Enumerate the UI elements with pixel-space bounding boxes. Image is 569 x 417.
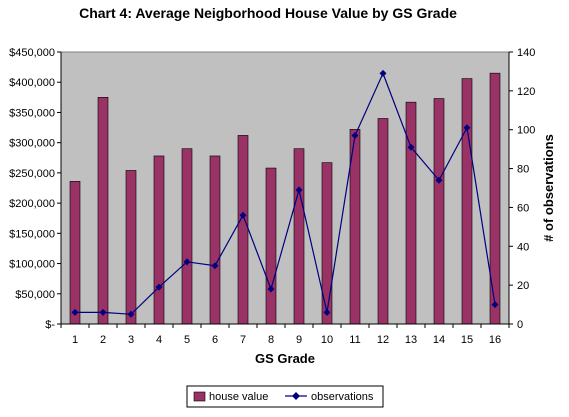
y-tick-label: $350,000 [9,107,55,119]
x-tick-label: 10 [321,334,333,346]
observation-point [379,69,387,77]
x-tick-label: 9 [296,334,302,346]
y2-tick-label: 40 [517,241,529,253]
bar-house-value [237,135,249,325]
y2-tick-label: 60 [517,202,529,214]
observation-point [435,176,443,184]
y-tick-label: $200,000 [9,198,55,210]
x-tick-label: 8 [268,334,274,346]
legend-bar-swatch [193,391,206,402]
bar-house-value [69,181,81,325]
y-tick-label: $100,000 [9,259,55,271]
bar-house-value [377,118,389,325]
observation-point [239,211,247,219]
x-tick-label: 3 [128,334,134,346]
x-tick-label: 1 [72,334,78,346]
x-tick-label: 14 [433,334,445,346]
bar-house-value [405,101,417,325]
y2-tick-label: 0 [517,319,523,331]
y-tick-label: $- [45,319,55,331]
x-axis-title: GS Grade [255,351,315,366]
y-tick-label: $250,000 [9,168,55,180]
x-tick-label: 16 [489,334,501,346]
y2-tick-label: 80 [517,164,529,176]
bar-house-value [153,155,165,325]
x-tick-label: 7 [240,334,246,346]
observation-point [351,132,359,140]
y-tick-label: $50,000 [15,289,55,301]
bar-house-value [489,72,501,325]
legend: house value observations [186,385,384,408]
observation-point [323,308,331,316]
observation-point [127,310,135,318]
x-tick-label: 15 [461,334,473,346]
y-tick-label: $400,000 [9,77,55,89]
observation-point [99,308,107,316]
legend-label-house-value: house value [209,391,268,403]
y2-tick-label: 120 [517,86,535,98]
bar-house-value [265,167,277,325]
y-tick-label: $300,000 [9,138,55,150]
observation-point [491,301,499,309]
observation-point [155,283,163,291]
observation-point [183,258,191,266]
x-tick-label: 5 [184,334,190,346]
x-tick-label: 4 [156,334,162,346]
bar-house-value [97,97,109,325]
y-tick-label: $150,000 [9,228,55,240]
x-tick-label: 2 [100,334,106,346]
chart-title: Chart 4: Average Neigborhood House Value… [79,5,457,21]
observation-point [211,262,219,270]
observation-point [71,308,79,316]
bar-house-value [433,98,445,325]
x-tick-label: 11 [349,334,360,346]
y2-tick-label: 20 [517,280,529,292]
ticks-layer: $- $50,000 $100,000 $150,000 $200,000 $250,00… [9,47,535,346]
line-layer [71,69,499,318]
x-tick-label: 12 [377,334,389,346]
bar-house-value [209,155,221,325]
bar-house-value [125,170,137,325]
observation-point [295,186,303,194]
bar-house-value [181,148,193,325]
bar-house-value [293,148,305,325]
observation-point [407,143,415,151]
observation-point [267,285,275,293]
y2-tick-label: 140 [517,47,535,59]
legend-diamond-marker [292,392,300,400]
y2-tick-label: 100 [517,125,535,137]
bar-house-value [321,162,333,325]
observations-line [75,71,496,315]
x-tick-label: 13 [405,334,417,346]
bar-house-value [461,78,473,325]
observation-point [463,124,471,132]
x-tick-label: 6 [212,334,218,346]
legend-label-observations: observations [311,391,374,403]
y2-axis-title: # of observations [541,134,556,242]
y-tick-label: $450,000 [9,47,55,59]
